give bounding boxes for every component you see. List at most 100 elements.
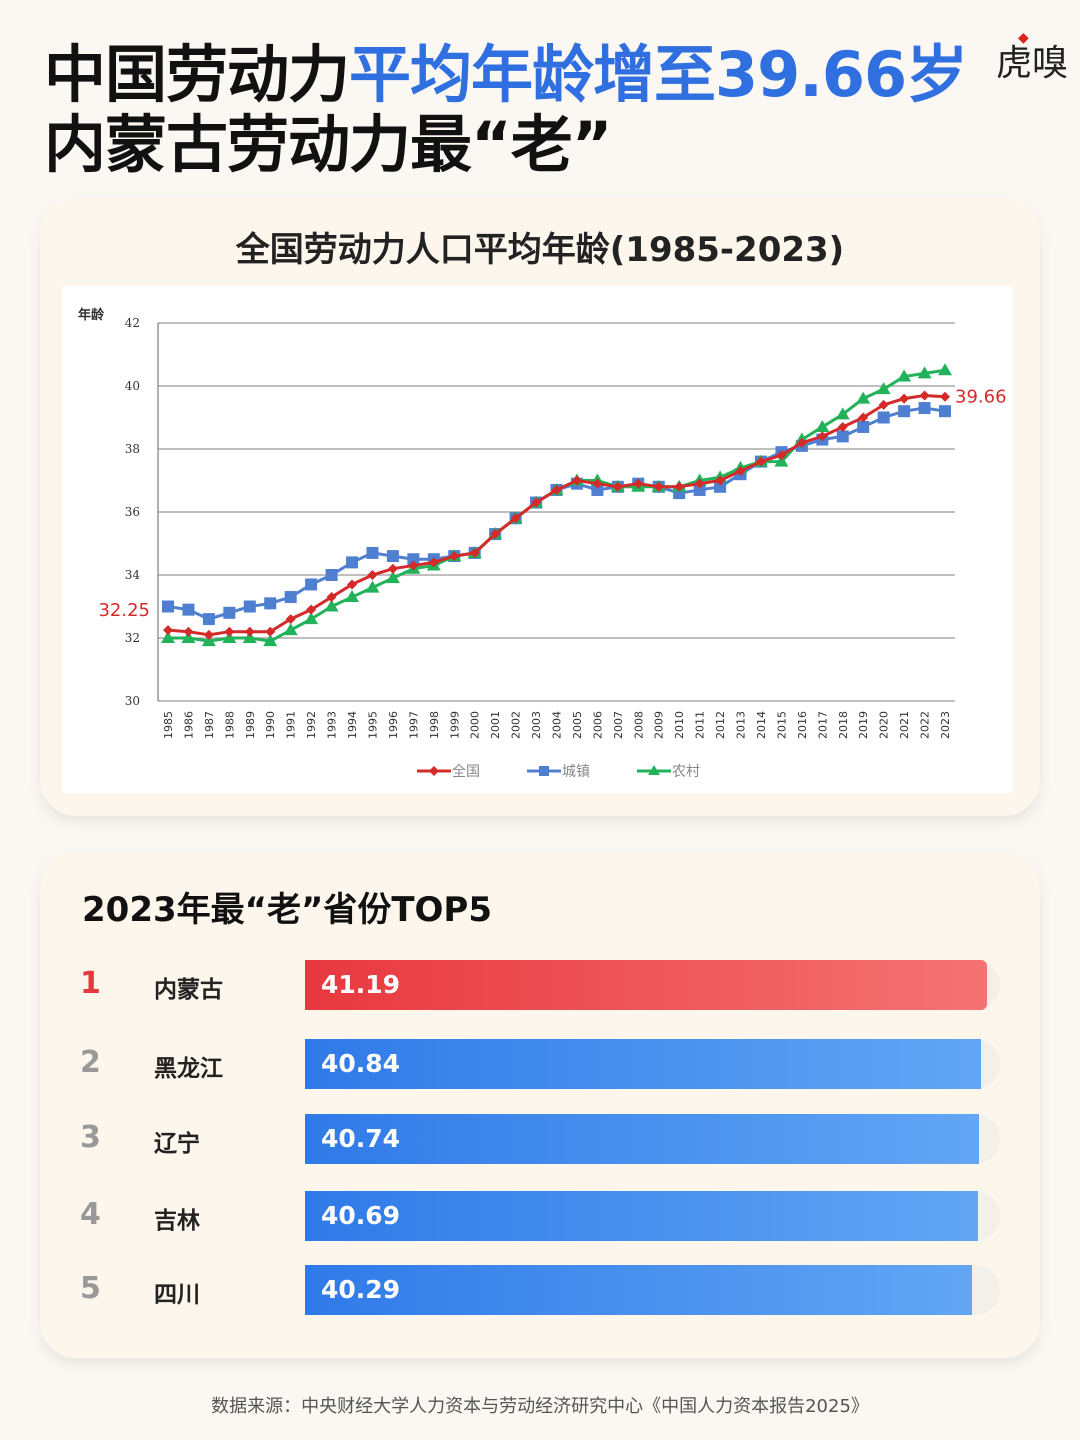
x-tick-label: 2020 — [878, 711, 891, 739]
data-point — [162, 600, 174, 613]
data-point — [408, 560, 419, 571]
data-point — [856, 391, 871, 404]
data-point — [857, 420, 870, 433]
data-point — [919, 390, 930, 401]
data-point — [366, 546, 379, 559]
annotation-start: 32.25 — [98, 600, 150, 621]
x-tick-label: 2018 — [837, 711, 850, 739]
data-point — [633, 478, 644, 489]
y-tick-label: 30 — [125, 694, 140, 708]
ranking-title: 2023年最“老”省份TOP5 — [82, 890, 492, 930]
province-name: 内蒙古 — [154, 977, 223, 1003]
data-point — [836, 430, 849, 443]
data-point — [183, 626, 194, 637]
chart-plot: 30 32 34 36 38 40 42 年龄 1985 1986 1987 1988 1989 1990… — [62, 286, 1012, 793]
data-point — [407, 553, 420, 566]
bar-value: 40.84 — [321, 1049, 401, 1078]
x-tick-label: 2007 — [612, 711, 625, 739]
bar: 40.29 — [305, 1265, 972, 1315]
data-point — [385, 571, 400, 584]
x-tick-label: 2005 — [571, 711, 584, 739]
x-tick-label: 2008 — [632, 711, 645, 739]
headline: 中国劳动力平均年龄增至39.66岁 内蒙古劳动力最“老” — [44, 40, 968, 180]
data-point — [674, 481, 685, 492]
bar-track: 40.74 — [305, 1114, 1000, 1164]
chart-card: 全国劳动力人口平均年龄(1985-2023) 30 32 34 36 38 40 42 年龄 1… — [40, 198, 1040, 816]
province-name: 吉林 — [154, 1208, 200, 1234]
data-point — [877, 411, 890, 424]
x-tick-label: 1995 — [366, 711, 379, 739]
data-point — [305, 578, 318, 591]
data-point — [693, 483, 706, 496]
x-tick-label: 1994 — [346, 711, 359, 739]
data-point — [490, 529, 501, 540]
bar-track: 40.29 — [305, 1265, 1000, 1315]
x-tick-label: 1997 — [407, 711, 420, 739]
data-point — [531, 497, 542, 508]
data-point — [815, 419, 830, 432]
data-point — [283, 623, 298, 636]
y-tick-label: 32 — [125, 631, 140, 645]
data-point — [469, 547, 480, 558]
data-point — [938, 363, 952, 376]
x-tick-label: 2012 — [714, 711, 727, 739]
x-tick-label: 2010 — [673, 711, 686, 739]
bar-value: 40.69 — [321, 1201, 401, 1230]
bar-value: 41.19 — [321, 970, 401, 999]
x-tick-label: 1988 — [223, 711, 236, 739]
x-tick-label: 2017 — [816, 711, 829, 739]
data-point — [367, 570, 378, 580]
data-point — [774, 454, 789, 467]
data-point — [203, 629, 214, 640]
data-point — [940, 391, 950, 402]
data-point — [817, 431, 828, 442]
data-point — [182, 603, 195, 616]
rank-number: 5 — [80, 1271, 101, 1306]
data-point — [591, 483, 604, 496]
data-point — [386, 550, 399, 563]
x-tick-label: 1990 — [264, 711, 277, 739]
data-point — [347, 579, 358, 590]
data-point — [346, 556, 359, 569]
data-point — [244, 626, 255, 637]
data-point — [387, 563, 398, 574]
data-point — [264, 597, 277, 610]
x-tick-label: 1993 — [326, 711, 339, 739]
bar: 41.19 — [305, 960, 987, 1010]
data-point — [243, 600, 256, 613]
data-point — [181, 631, 196, 643]
x-tick-label: 2002 — [510, 711, 523, 739]
x-tick-label: 2021 — [898, 711, 911, 739]
x-tick-label: 2015 — [775, 711, 788, 739]
data-point — [592, 478, 603, 489]
y-axis-label: 年龄 — [78, 307, 105, 323]
legend-label: 全国 — [452, 763, 480, 780]
legend-marker — [648, 765, 660, 775]
data-point — [285, 614, 296, 625]
x-tick-label: 2014 — [755, 711, 768, 739]
ranking-row: 5 四川 40.29 — [40, 1265, 1040, 1315]
x-tick-label: 2003 — [530, 711, 543, 739]
x-tick-label: 2001 — [489, 711, 502, 739]
data-point — [878, 399, 889, 410]
data-point — [571, 475, 582, 486]
bar-track: 41.19 — [305, 960, 1000, 1010]
bar-value: 40.29 — [321, 1275, 401, 1304]
bar-value: 40.74 — [321, 1124, 401, 1153]
data-point — [776, 450, 787, 461]
data-point — [653, 481, 664, 492]
series-line-农村 — [168, 368, 946, 643]
rank-number: 2 — [80, 1045, 101, 1080]
line-chart: 30 32 34 36 38 40 42 年龄 1985 1986 1987 1988 1989 1990… — [78, 307, 1007, 780]
data-point — [224, 626, 235, 637]
x-tick-label: 2004 — [551, 711, 564, 739]
y-tick-label: 40 — [125, 379, 140, 393]
data-point — [223, 606, 236, 619]
x-tick-label: 1996 — [387, 711, 400, 739]
ranking-row: 4 吉林 40.69 — [40, 1191, 1040, 1241]
data-point — [714, 480, 727, 493]
rank-number: 3 — [80, 1120, 101, 1155]
rank-number: 1 — [80, 966, 101, 1001]
data-point — [897, 369, 912, 382]
x-tick-label: 1986 — [182, 711, 195, 739]
